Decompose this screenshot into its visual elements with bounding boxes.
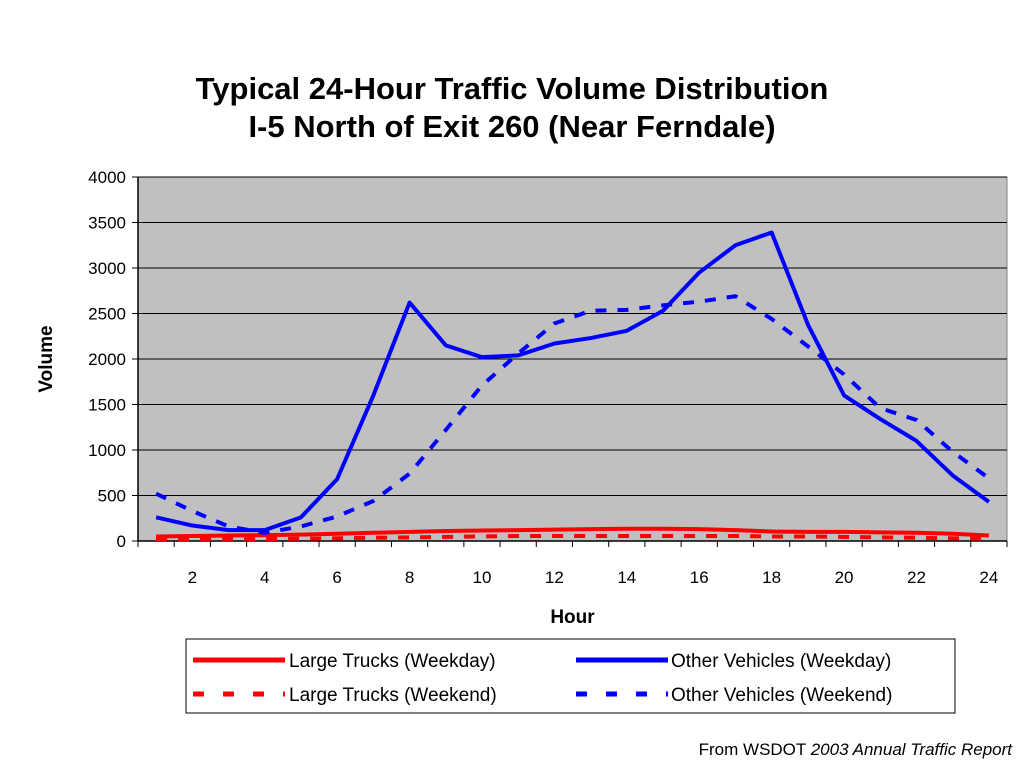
x-tick-label: 8 [405, 568, 414, 587]
x-tick-label: 18 [762, 568, 781, 587]
legend-label-large-trucks-weekend: Large Trucks (Weekend) [289, 685, 497, 706]
legend-box [185, 638, 956, 714]
x-tick-label: 6 [332, 568, 341, 587]
y-tick-label: 2500 [88, 305, 126, 324]
x-tick-label: 12 [545, 568, 564, 587]
y-tick-label: 500 [98, 487, 126, 506]
grid-lines [138, 176, 1007, 496]
series-line-large-trucks-weekday [156, 526, 989, 539]
source-prefix: From WSDOT [698, 740, 811, 759]
x-tick-label: 10 [473, 568, 492, 587]
x-tick-label: 2 [188, 568, 197, 587]
series-lines [155, 230, 991, 542]
x-tick-label: 20 [835, 568, 854, 587]
y-tick-label: 2000 [88, 350, 126, 369]
chart-subtitle: I-5 North of Exit 260 (Near Ferndale) [248, 109, 776, 144]
legend-label-large-trucks-weekday: Large Trucks (Weekday) [289, 651, 496, 672]
x-tick-label: 14 [617, 568, 636, 587]
series-line-large-trucks-weekend [156, 533, 989, 542]
x-tick-label: 16 [690, 568, 709, 587]
legend-label-other-vehicles-weekday: Other Vehicles (Weekday) [671, 651, 891, 672]
y-tick-label: 3500 [88, 214, 126, 233]
chart-title: Typical 24-Hour Traffic Volume Distribut… [195, 71, 829, 106]
x-tick-label: 22 [907, 568, 926, 587]
y-tick-label: 4000 [88, 168, 126, 187]
x-axis-label: Hour [550, 607, 595, 628]
legend-label-other-vehicles-weekend: Other Vehicles (Weekend) [671, 685, 892, 706]
x-tick-label: 24 [979, 568, 998, 587]
y-tick-label: 1000 [88, 441, 126, 460]
y-axis-label: Volume [36, 325, 57, 392]
y-tick-label: 0 [117, 532, 126, 551]
source-report-title: 2003 Annual Traffic Report [810, 740, 1012, 759]
y-tick-label: 1500 [88, 396, 126, 415]
legend: Large Trucks (Weekday) Other Vehicles (We… [185, 638, 956, 714]
series-line-other-vehicles-weekday [155, 230, 991, 533]
source-note: From WSDOT 2003 Annual Traffic Report [699, 740, 1012, 760]
x-tick-label: 4 [260, 568, 269, 587]
y-tick-label: 3000 [88, 259, 126, 278]
chart-title-block: Typical 24-Hour Traffic Volume Distribut… [0, 70, 1024, 146]
